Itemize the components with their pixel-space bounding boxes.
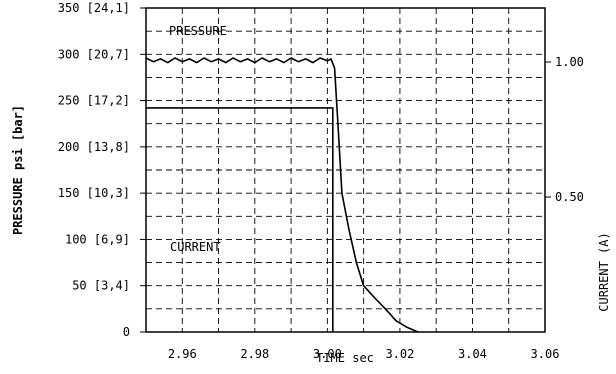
y2-axis-title: CURRENT (A) [597,232,611,311]
x-tick-label: 3.06 [531,347,560,361]
x-tick-label: 3.02 [385,347,414,361]
plot-frame [145,7,546,333]
grid [146,8,545,332]
series-line-current [146,107,334,332]
y-tick-label: 100 [6,9] [65,232,130,246]
series-label-pressure: PRESSURE [169,24,227,38]
x-tick-label: 3.04 [458,347,487,361]
y2-tick-label: 1.00 [555,55,584,69]
y-tick-label: 150 [10,3] [58,186,130,200]
ticks: 0 50 [3,4] 100 [6,9] 150 [10,3] 200 [13,8] 25… [58,1,584,361]
x-axis-title: TIME sec [316,351,374,365]
y-tick-label: 350 [24,1] [58,1,130,15]
y-tick-label: 200 [13,8] [58,140,130,154]
y-tick-label: 50 [3,4] [72,279,130,293]
y2-tick-label: 0.50 [555,190,584,204]
series: PRESSURE CURRENT [145,24,419,333]
series-line-pressure [145,57,419,333]
x-tick-label: 2.98 [240,347,269,361]
y-tick-label: 300 [20,7] [58,47,130,61]
y-tick-label: 250 [17,2] [58,94,130,108]
y-tick-label: 0 [123,325,130,339]
x-tick-label: 3.00 [313,347,342,361]
x-tick-label: 2.96 [168,347,197,361]
y-axis-title: PRESSURE psi [bar] [11,105,25,235]
series-label-current: CURRENT [170,240,221,254]
